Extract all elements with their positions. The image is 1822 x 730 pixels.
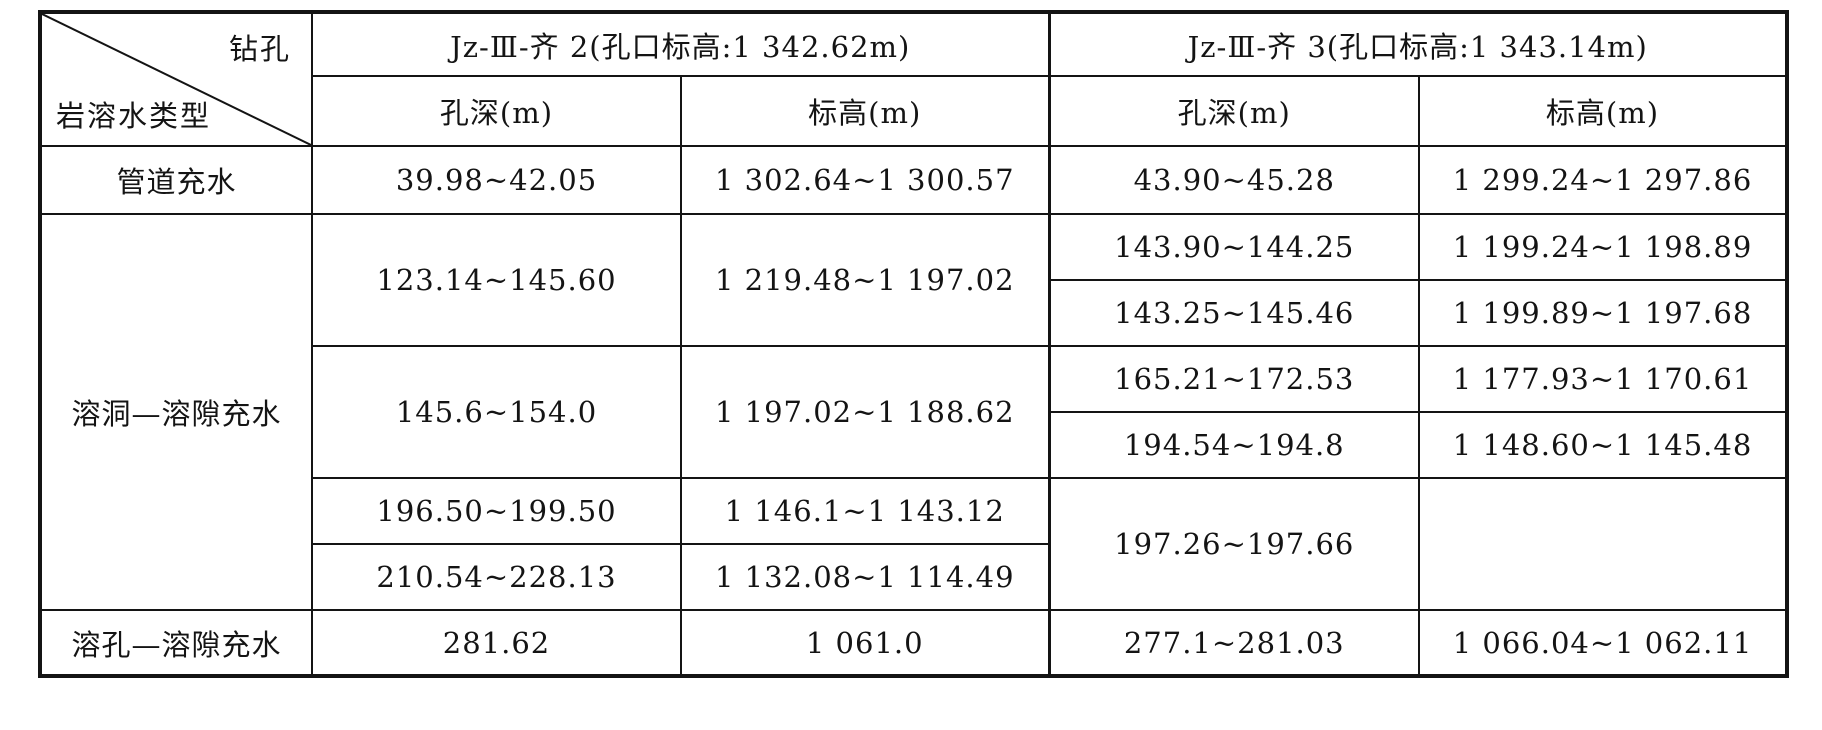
cell-cave-g1-depth-1: 145.6~154.0 — [311, 345, 682, 479]
corner-label-water-type: 岩溶水类型 — [56, 99, 212, 133]
cell-cave-g1-depth-3: 210.54~228.13 — [311, 543, 682, 611]
cell-cave-g1-depth-0: 123.14~145.60 — [311, 213, 682, 347]
cell-cave-g1-elev-3: 1 132.08~1 114.49 — [680, 543, 1050, 611]
cell-pipe-g1-depth: 39.98~42.05 — [311, 145, 682, 215]
subheader-depth-g2: 孔深(m) — [1047, 75, 1420, 147]
cell-cave-g1-depth-2: 196.50~199.50 — [311, 477, 682, 545]
cell-cave-g2-elev-0: 1 199.24~1 198.89 — [1418, 213, 1788, 281]
cell-cave-g2-elev-4-empty — [1418, 477, 1788, 611]
row-label-cave-fissure-fill: 溶洞—溶隙充水 — [39, 213, 313, 611]
cell-cave-g2-depth-1: 143.25~145.46 — [1047, 279, 1420, 347]
cell-pore-g2-depth: 277.1~281.03 — [1047, 609, 1420, 677]
cell-cave-g1-elev-2: 1 146.1~1 143.12 — [680, 477, 1050, 545]
diagonal-divider-line — [42, 14, 311, 145]
row-label-pore-fissure-fill: 溶孔—溶隙充水 — [39, 609, 313, 677]
karst-water-borehole-table: 钻孔 岩溶水类型 Jz-Ⅲ-齐 2(孔口标高:1 342.62m) Jz-Ⅲ-齐… — [38, 10, 1789, 678]
cell-cave-g1-elev-0: 1 219.48~1 197.02 — [680, 213, 1050, 347]
cell-cave-g2-elev-3: 1 148.60~1 145.48 — [1418, 411, 1788, 479]
cell-cave-g2-depth-3: 194.54~194.8 — [1047, 411, 1420, 479]
cell-pipe-g1-elev: 1 302.64~1 300.57 — [680, 145, 1050, 215]
group-header-jz3-qi2: Jz-Ⅲ-齐 2(孔口标高:1 342.62m) — [311, 11, 1050, 77]
subheader-elev-g1: 标高(m) — [680, 75, 1050, 147]
row-label-pipe-fill: 管道充水 — [39, 145, 313, 215]
cell-cave-g1-elev-1: 1 197.02~1 188.62 — [680, 345, 1050, 479]
cell-cave-g2-depth-2: 165.21~172.53 — [1047, 345, 1420, 413]
subheader-depth-g1: 孔深(m) — [311, 75, 682, 147]
group-header-jz3-qi3: Jz-Ⅲ-齐 3(孔口标高:1 343.14m) — [1047, 11, 1788, 77]
cell-cave-g2-depth-0: 143.90~144.25 — [1047, 213, 1420, 281]
corner-label-borehole: 钻孔 — [228, 32, 291, 66]
cell-pore-g1-depth: 281.62 — [311, 609, 682, 677]
subheader-elev-g2: 标高(m) — [1418, 75, 1788, 147]
cell-pore-g1-elev: 1 061.0 — [680, 609, 1050, 677]
corner-header-cell: 钻孔 岩溶水类型 — [39, 11, 313, 147]
cell-pipe-g2-depth: 43.90~45.28 — [1047, 145, 1420, 215]
cell-pipe-g2-elev: 1 299.24~1 297.86 — [1418, 145, 1788, 215]
cell-pore-g2-elev: 1 066.04~1 062.11 — [1418, 609, 1788, 677]
cell-cave-g2-elev-2: 1 177.93~1 170.61 — [1418, 345, 1788, 413]
cell-cave-g2-depth-4: 197.26~197.66 — [1047, 477, 1420, 611]
cell-cave-g2-elev-1: 1 199.89~1 197.68 — [1418, 279, 1788, 347]
